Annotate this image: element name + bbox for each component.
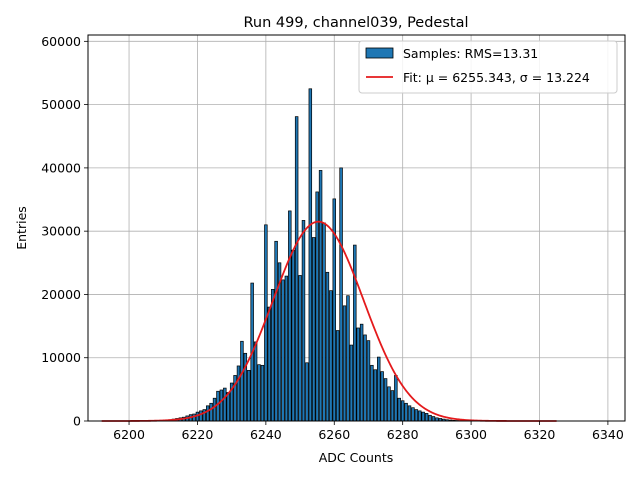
- histogram-bar: [428, 414, 432, 422]
- histogram-bar: [223, 387, 227, 422]
- histogram-bar: [383, 378, 388, 422]
- histogram-bar: [329, 290, 333, 422]
- x-axis-label: ADC Counts: [319, 450, 394, 465]
- y-tick-label: 0: [73, 414, 81, 429]
- x-axis-ticks: 6200 6220 6240 6260 6280 6300 6320 6340: [113, 421, 624, 442]
- histogram-bar: [284, 275, 289, 422]
- histogram-bar: [257, 364, 261, 422]
- histogram-bar: [294, 116, 299, 422]
- histogram-bar: [318, 170, 323, 422]
- histogram-bar: [322, 222, 326, 422]
- histogram-bar: [253, 341, 258, 422]
- histogram-bar: [209, 402, 213, 422]
- histogram-bar: [308, 88, 313, 422]
- histogram-bar: [291, 249, 295, 422]
- histogram-bar: [418, 410, 422, 422]
- y-tick-label: 20000: [41, 287, 81, 302]
- histogram-bar: [205, 405, 210, 422]
- histogram-bar: [363, 334, 367, 422]
- y-tick-label: 40000: [41, 160, 81, 175]
- histogram-bar: [260, 364, 265, 422]
- histogram-bar: [298, 275, 302, 422]
- histogram-bar: [359, 323, 364, 422]
- histogram-bar: [236, 365, 241, 422]
- histogram-bar: [212, 397, 217, 422]
- histogram-bar: [411, 407, 415, 422]
- y-tick-label: 60000: [41, 34, 81, 49]
- x-tick-label: 6220: [182, 427, 214, 442]
- plot-frame: [87, 34, 626, 422]
- histogram-bar: [424, 413, 429, 422]
- y-axis-ticks: 0 10000 20000 30000 40000 50000 60000: [41, 34, 88, 429]
- histogram-bar: [373, 369, 378, 422]
- histogram-bar: [199, 410, 203, 422]
- histogram-bar: [325, 271, 330, 422]
- legend-label-fit: Fit: μ = 6255.343, σ = 13.224: [403, 70, 590, 85]
- y-tick-label: 30000: [41, 224, 81, 239]
- histogram-bar: [377, 356, 381, 422]
- x-tick-label: 6280: [387, 427, 419, 442]
- x-tick-label: 6340: [592, 427, 624, 442]
- legend-label-samples: Samples: RMS=13.31: [403, 46, 538, 61]
- histogram-bar: [400, 400, 405, 422]
- legend-bar-swatch: [365, 47, 394, 59]
- y-axis-label: Entries: [14, 206, 29, 250]
- x-tick-label: 6240: [250, 427, 282, 442]
- y-tick-label: 10000: [41, 350, 81, 365]
- histogram-bar: [226, 392, 230, 422]
- histogram-bar: [349, 344, 354, 422]
- histogram-bar: [346, 295, 350, 422]
- x-tick-label: 6260: [318, 427, 350, 442]
- histogram-bar: [216, 390, 220, 422]
- histogram-bar: [407, 405, 412, 422]
- histogram-bar: [339, 167, 343, 422]
- chart-title: Run 499, channel039, Pedestal: [243, 15, 468, 31]
- x-tick-label: 6300: [455, 427, 487, 442]
- legend: Samples: RMS=13.31 Fit: μ = 6255.343, σ …: [358, 40, 618, 94]
- histogram-bar: [219, 389, 224, 422]
- histogram-bar: [274, 240, 278, 422]
- histogram-bar: [431, 416, 436, 422]
- x-tick-label: 6320: [524, 427, 556, 442]
- histogram-bars: [168, 88, 466, 422]
- histogram-bar: [270, 289, 275, 422]
- histogram-bar: [366, 340, 371, 422]
- histogram-bar: [267, 306, 271, 422]
- histogram-bar: [301, 220, 306, 422]
- histogram-bar: [247, 370, 251, 422]
- histogram-bar: [356, 327, 360, 422]
- histogram-bar: [387, 386, 391, 422]
- x-tick-label: 6200: [113, 427, 145, 442]
- histogram-bar: [342, 305, 347, 422]
- histogram-bar: [421, 411, 425, 422]
- histogram-bar: [240, 340, 244, 422]
- legend-box: [358, 40, 618, 94]
- y-tick-label: 50000: [41, 97, 81, 112]
- histogram-bar: [380, 371, 384, 422]
- histogram-bar: [397, 397, 401, 422]
- histogram-bar: [335, 330, 340, 422]
- histogram-bar: [305, 362, 309, 422]
- histogram-bar: [315, 191, 319, 422]
- histogram-bar: [353, 244, 357, 422]
- histogram-bar: [414, 409, 419, 422]
- histogram-bar: [370, 364, 374, 422]
- histogram-bar: [404, 402, 408, 422]
- histogram-bar: [390, 390, 395, 422]
- histogram-bar: [288, 210, 292, 422]
- histogram-bar: [281, 279, 285, 422]
- grid-lines: [88, 35, 625, 422]
- histogram-bar: [394, 375, 398, 422]
- histogram-bar: [312, 237, 316, 422]
